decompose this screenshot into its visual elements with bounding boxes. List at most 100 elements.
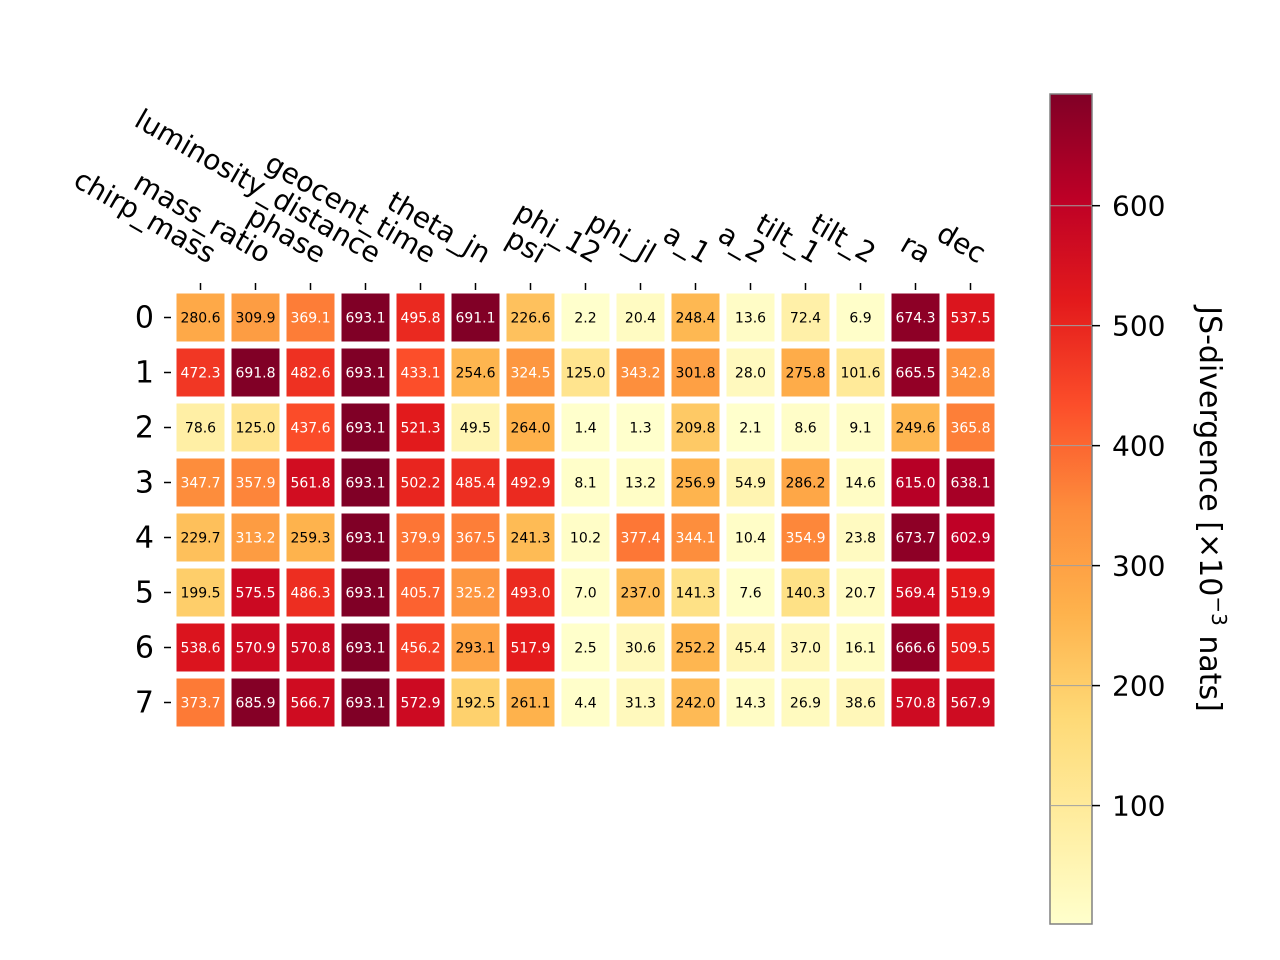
heatmap-cell (946, 568, 995, 617)
heatmap-cell (396, 348, 445, 397)
cell-value-label: 379.9 (400, 531, 440, 547)
colorbar-gradient (1049, 93, 1093, 925)
heatmap-cell (286, 568, 335, 617)
heatmap-cell (671, 623, 720, 672)
cell-value-label: 665.5 (895, 366, 935, 382)
cell-value-label: 286.2 (785, 476, 825, 492)
heatmap-cell (176, 568, 225, 617)
heatmap-cell (286, 348, 335, 397)
heatmap-cell (616, 403, 665, 452)
cell-value-label: 602.9 (950, 531, 990, 547)
cell-value-label: 2.5 (574, 641, 596, 657)
cell-value-label: 570.8 (290, 641, 330, 657)
heatmap-cell (341, 513, 390, 562)
cell-value-label: 369.1 (290, 311, 330, 327)
x-tick-label: tilt_2 (805, 207, 882, 270)
heatmap-cell (286, 678, 335, 727)
cell-value-label: 405.7 (400, 586, 440, 602)
heatmap-cell (946, 293, 995, 342)
cell-value-label: 6.9 (849, 311, 871, 327)
heatmap-cell (946, 458, 995, 507)
colorbar-label-main: JS-divergence [×10 (1192, 304, 1227, 596)
cell-value-label: 10.4 (735, 531, 766, 547)
cell-value-label: 20.7 (845, 586, 876, 602)
heatmap-cell (616, 293, 665, 342)
heatmap-cell (726, 293, 775, 342)
cell-value-label: 14.6 (845, 476, 876, 492)
cell-value-label: 229.7 (180, 531, 220, 547)
cell-value-label: 20.4 (625, 311, 656, 327)
heatmap-cell (781, 623, 830, 672)
y-tick-label: 4 (135, 521, 154, 556)
x-tick-label: ra (895, 227, 936, 270)
cell-value-label: 264.0 (510, 421, 550, 437)
heatmap-cell (176, 458, 225, 507)
cell-value-label: 249.6 (895, 421, 935, 437)
colorbar-label: JS-divergence [×10−3 nats] (1192, 304, 1231, 712)
heatmap-cell (946, 678, 995, 727)
heatmap-cell (396, 623, 445, 672)
cell-value-label: 691.1 (455, 311, 495, 327)
cell-value-label: 38.6 (845, 696, 876, 712)
cell-value-label: 495.8 (400, 311, 440, 327)
heatmap-cell (176, 293, 225, 342)
x-tick-label: dec (931, 216, 991, 270)
heatmap-cell (946, 513, 995, 562)
colorbar-tick-label: 300 (1112, 550, 1165, 583)
heatmap-cell (561, 403, 610, 452)
cell-value-label: 693.1 (345, 311, 385, 327)
cell-value-label: 437.6 (290, 421, 330, 437)
heatmap-cell (341, 623, 390, 672)
cell-value-label: 324.5 (510, 366, 550, 382)
cell-value-label: 373.7 (180, 696, 220, 712)
heatmap-cell (231, 678, 280, 727)
colorbar: 100 200 300 400 500 600 JS-divergence [×10−3 … (1049, 93, 1231, 925)
heatmap-cell (726, 568, 775, 617)
cell-value-label: 26.9 (790, 696, 821, 712)
heatmap-cell (286, 458, 335, 507)
heatmap-cell (671, 348, 720, 397)
heatmap-cell (506, 348, 555, 397)
heatmap-cell (561, 458, 610, 507)
heatmap-cell (341, 678, 390, 727)
heatmap-cell (176, 513, 225, 562)
heatmap-cell (451, 513, 500, 562)
heatmap-cell (561, 293, 610, 342)
heatmap-cell (671, 293, 720, 342)
cell-value-label: 2.2 (574, 311, 596, 327)
cell-value-label: 666.6 (895, 641, 935, 657)
heatmap-cell (286, 403, 335, 452)
heatmap-cell (616, 678, 665, 727)
cell-value-label: 13.2 (625, 476, 656, 492)
cell-value-label: 693.1 (345, 641, 385, 657)
cell-value-label: 615.0 (895, 476, 935, 492)
heatmap-cell (781, 568, 830, 617)
heatmap-cell (396, 513, 445, 562)
cell-value-label: 226.6 (510, 311, 550, 327)
heatmap-cell (726, 348, 775, 397)
heatmap-cell (781, 458, 830, 507)
cell-value-label: 502.2 (400, 476, 440, 492)
cell-value-label: 344.1 (675, 531, 715, 547)
x-tick-label: a_1 (658, 217, 717, 270)
cell-value-label: 256.9 (675, 476, 715, 492)
cell-value-label: 8.1 (574, 476, 596, 492)
heatmap-cell (341, 293, 390, 342)
cell-value-label: 125.0 (565, 366, 605, 382)
cell-value-label: 309.9 (235, 311, 275, 327)
heatmap-cell (616, 568, 665, 617)
cell-value-label: 357.9 (235, 476, 275, 492)
heatmap-cell (231, 568, 280, 617)
cell-value-label: 192.5 (455, 696, 495, 712)
cell-value-label: 14.3 (735, 696, 766, 712)
cell-value-label: 30.6 (625, 641, 656, 657)
heatmap-cell (781, 513, 830, 562)
cell-value-label: 78.6 (185, 421, 216, 437)
cell-value-label: 472.3 (180, 366, 220, 382)
cell-value-label: 37.0 (790, 641, 821, 657)
cell-value-label: 693.1 (345, 531, 385, 547)
heatmap-cell (506, 678, 555, 727)
y-tick-label: 2 (135, 411, 154, 446)
heatmap-cell (891, 293, 940, 342)
heatmap-cell (726, 458, 775, 507)
